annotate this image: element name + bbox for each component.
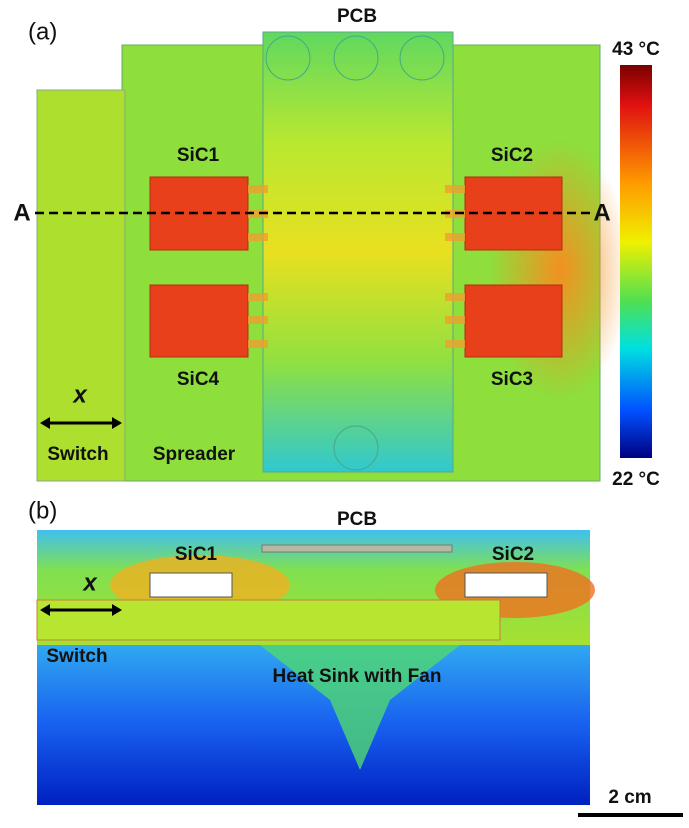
- scale-label: 2 cm: [608, 787, 651, 808]
- x-label: x: [71, 381, 88, 408]
- device-label: SiC3: [491, 369, 533, 390]
- heat-sink-label: Heat Sink with Fan: [273, 666, 442, 687]
- device-label: SiC4: [177, 369, 220, 390]
- spreader-label: Spreader: [153, 444, 236, 465]
- spreader-section: [37, 600, 500, 640]
- panel-label: (b): [28, 497, 57, 524]
- device-label: SiC2: [491, 145, 533, 166]
- panel-label: (a): [28, 18, 57, 45]
- colorbar-max: 43 °C: [612, 39, 660, 60]
- pcb: [263, 32, 453, 472]
- device-label: SiC1: [175, 544, 218, 565]
- section-label: A: [13, 199, 30, 226]
- switch-label: Switch: [47, 444, 108, 465]
- device-label: SiC1: [177, 145, 220, 166]
- x-label: x: [81, 569, 98, 596]
- pcb-label: PCB: [337, 509, 377, 530]
- colorbar-min: 22 °C: [612, 469, 660, 490]
- pcb-section: [262, 545, 452, 552]
- switch-label: Switch: [46, 646, 107, 667]
- pcb-label: PCB: [337, 6, 377, 27]
- colorbar: [620, 65, 652, 458]
- section-label: A: [593, 199, 610, 226]
- device-label: SiC2: [492, 544, 534, 565]
- figure: (a) PCB 43 °C 22 °C SiC1 SiC2 SiC3 SiC4 …: [0, 0, 689, 823]
